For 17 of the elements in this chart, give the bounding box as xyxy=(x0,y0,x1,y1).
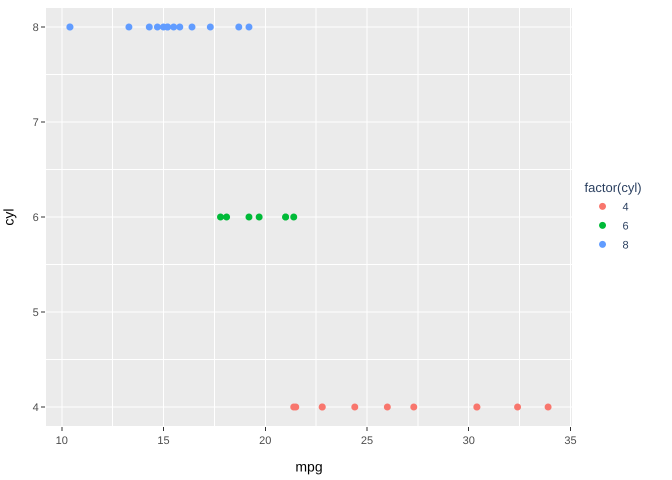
x-tick-label: 25 xyxy=(360,435,374,448)
y-tick-label: 4 xyxy=(32,402,39,414)
legend-label: 6 xyxy=(622,220,629,233)
x-tick-label: 20 xyxy=(259,435,272,448)
x-tick-label: 35 xyxy=(564,435,577,448)
y-tick-label: 7 xyxy=(32,116,39,129)
x-tick-label: 30 xyxy=(462,435,475,448)
legend-label: 4 xyxy=(622,202,629,214)
y-axis-title: cyl xyxy=(0,208,16,226)
y-tick-label: 8 xyxy=(32,22,39,34)
x-tick-label: 15 xyxy=(157,435,170,448)
legend-title: factor(cyl) xyxy=(584,180,642,195)
x-tick-label: 10 xyxy=(56,435,68,448)
legend-label: 8 xyxy=(622,240,629,252)
y-tick-label: 6 xyxy=(32,212,39,224)
y-tick-label: 5 xyxy=(32,306,39,319)
x-axis-title: mpg xyxy=(295,458,323,474)
